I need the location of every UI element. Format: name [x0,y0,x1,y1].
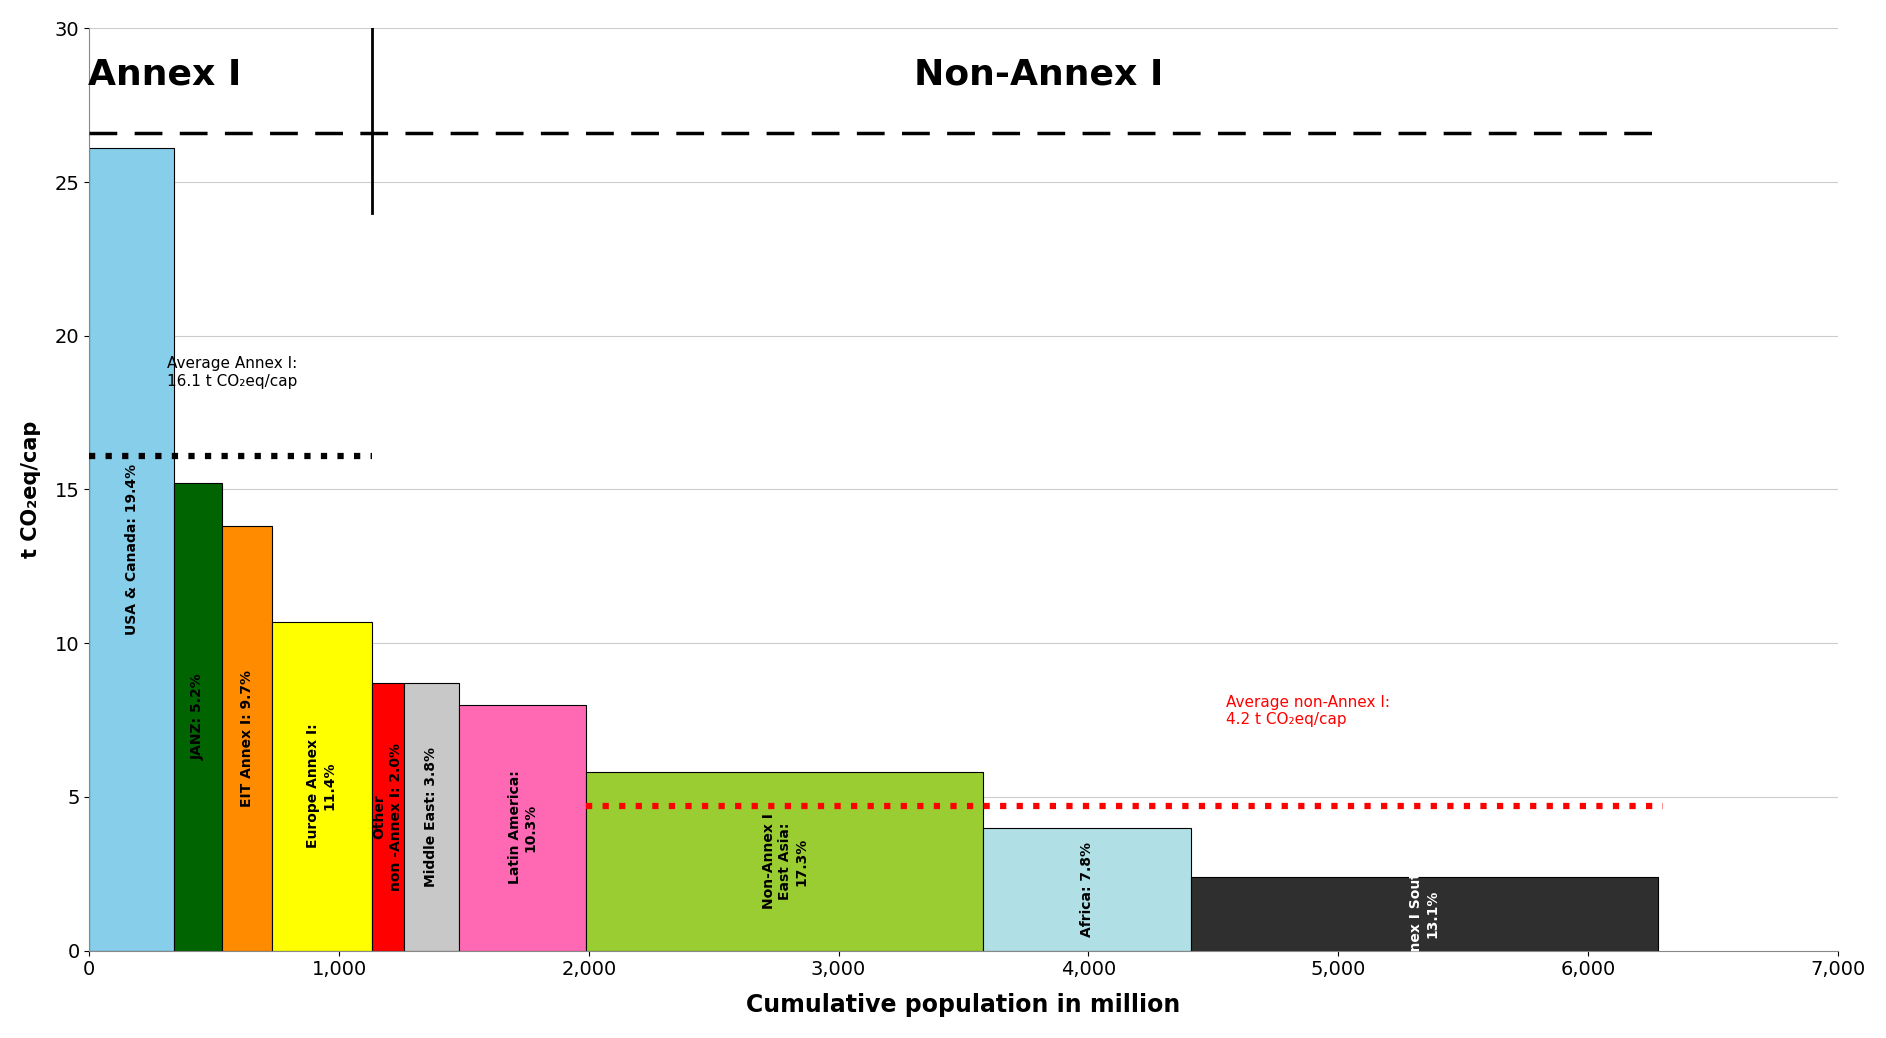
Text: Middle East: 3.8%: Middle East: 3.8% [424,746,438,886]
Bar [404,683,458,951]
Text: Africa: 7.8%: Africa: 7.8% [1081,842,1094,936]
X-axis label: Cumulative population in million: Cumulative population in million [747,993,1181,1017]
Bar [983,827,1190,951]
Text: Non-Annex I South Asia:
13.1%: Non-Annex I South Asia: 13.1% [1409,819,1439,1009]
Text: Non-Annex I
East Asia:
17.3%: Non-Annex I East Asia: 17.3% [762,814,807,909]
Bar [174,484,223,951]
Text: Average Annex I:
16.1 t CO₂eq/cap: Average Annex I: 16.1 t CO₂eq/cap [166,356,298,389]
Bar [587,772,983,951]
Bar [89,148,174,951]
Bar [223,526,272,951]
Text: Annex I: Annex I [87,57,241,91]
Text: Latin America:
10.3%: Latin America: 10.3% [507,771,538,884]
Text: Other
non -Annex I: 2.0%: Other non -Annex I: 2.0% [373,743,404,891]
Y-axis label: t CO₂eq/cap: t CO₂eq/cap [21,420,41,558]
Bar [272,622,372,951]
Bar [372,683,404,951]
Bar [1190,877,1658,951]
Bar [458,705,587,951]
Text: Europe Annex I:
11.4%: Europe Annex I: 11.4% [307,723,338,848]
Text: Average non-Annex I:
4.2 t CO₂eq/cap: Average non-Annex I: 4.2 t CO₂eq/cap [1226,694,1390,727]
Text: Non-Annex I: Non-Annex I [913,57,1164,91]
Text: USA & Canada: 19.4%: USA & Canada: 19.4% [124,464,140,635]
Text: EIT Annex I: 9.7%: EIT Annex I: 9.7% [240,670,253,807]
Text: JANZ: 5.2%: JANZ: 5.2% [190,674,206,760]
